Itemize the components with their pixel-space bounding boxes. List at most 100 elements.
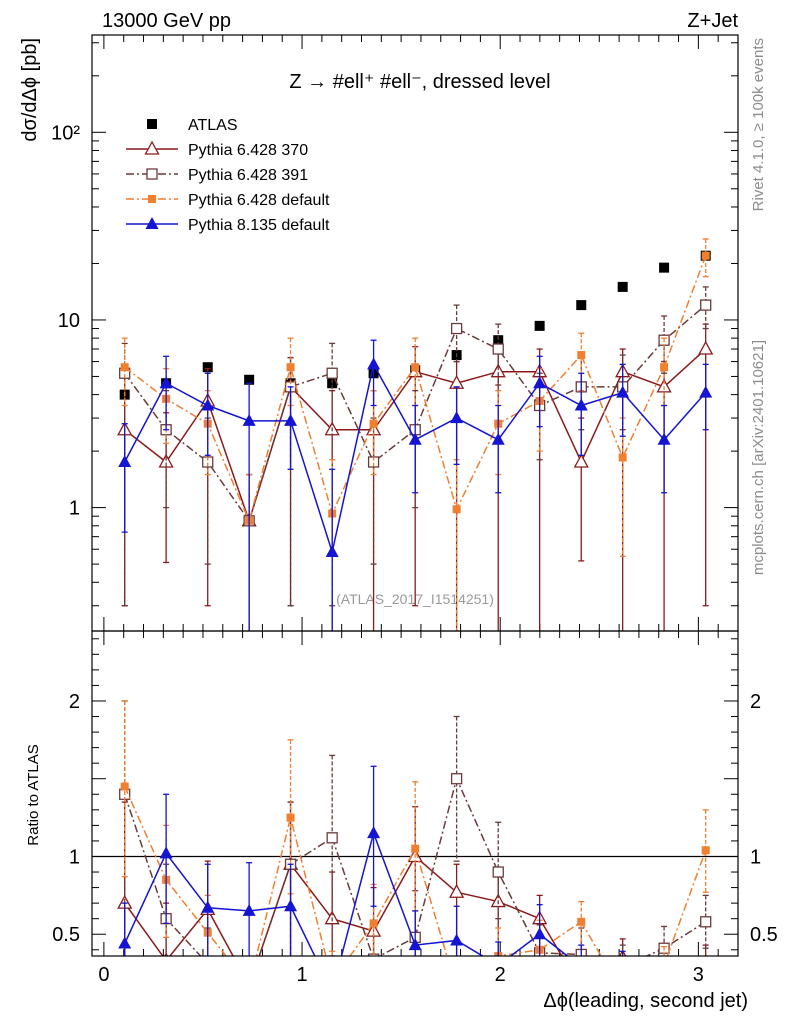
data-point: [491, 432, 505, 445]
data-point: [576, 300, 587, 311]
data-point: [701, 846, 710, 855]
data-point: [574, 398, 588, 411]
data-point: [244, 374, 255, 385]
data-point: [534, 320, 545, 331]
data-point: [577, 351, 586, 360]
data-point: [573, 453, 589, 468]
series-pythia-8-135-default: [118, 339, 713, 631]
data-point: [701, 251, 710, 260]
data-point: [118, 454, 132, 467]
data-point: [120, 782, 129, 791]
data-point: [490, 363, 506, 378]
data-point: [493, 335, 504, 346]
data-point: [408, 938, 422, 951]
legend-label: Pythia 6.428 370: [188, 142, 308, 159]
legend-item: Pythia 8.135 default: [126, 217, 330, 234]
data-point: [698, 340, 714, 355]
y-tick-label: 2: [69, 691, 80, 713]
data-point: [450, 411, 464, 424]
legend-item: Pythia 6.428 370: [126, 140, 308, 159]
data-point: [533, 927, 547, 940]
x-tick-label: 0: [98, 964, 109, 986]
data-point: [145, 217, 159, 229]
main-ticks: 1 10 10²: [51, 35, 739, 631]
ratio-series-layer: [117, 700, 712, 956]
legend-item: Pythia 6.428 default: [126, 192, 330, 209]
mcplots-label: mcplots.cern.ch [arXiv:2401.10621]: [750, 340, 767, 575]
series-pythia-8-135-default: [118, 765, 626, 956]
data-point: [158, 453, 174, 468]
data-point: [284, 899, 298, 912]
data-point: [146, 168, 158, 180]
legend-item: Pythia 6.428 391: [126, 167, 308, 184]
data-point: [325, 544, 339, 557]
y-tick-label-right: 2: [750, 691, 761, 713]
data-point: [450, 933, 464, 946]
x-tick-label: 3: [693, 964, 704, 986]
data-point: [242, 413, 256, 426]
data-point: [659, 262, 670, 273]
data-point: [700, 916, 712, 928]
data-point: [533, 376, 547, 389]
y-tick-label: 0.5: [52, 924, 80, 946]
data-point: [367, 826, 381, 839]
data-point: [147, 119, 157, 129]
series-clip-group: [117, 700, 712, 956]
data-point: [656, 378, 672, 393]
data-point: [617, 281, 628, 292]
main-plot-title: Z → #ell⁺ #ell⁻, dressed level: [289, 71, 550, 93]
data-point: [411, 844, 420, 853]
x-tick-label: 1: [296, 964, 307, 986]
legend-label: ATLAS: [188, 117, 238, 134]
data-point: [369, 419, 378, 428]
process-label: Z+Jet: [687, 10, 738, 32]
y-tick-label: 1: [69, 846, 80, 868]
x-tick-label: 2: [495, 964, 506, 986]
main-series-layer: [117, 238, 714, 631]
data-point: [452, 505, 461, 514]
y-tick-label: 1: [69, 498, 80, 520]
data-point: [616, 385, 630, 398]
data-point: [144, 140, 160, 155]
ratio-plot-frame: [91, 630, 739, 957]
data-point: [369, 919, 378, 928]
data-point: [657, 432, 671, 445]
main-y-axis-label: dσ/dΔϕ [pb]: [19, 38, 41, 142]
data-point: [118, 936, 132, 949]
data-point: [286, 363, 295, 372]
legend-label: Pythia 6.428 default: [188, 192, 330, 209]
data-point: [201, 398, 215, 411]
data-point: [159, 376, 173, 389]
data-point: [286, 813, 295, 822]
data-point: [284, 413, 298, 426]
y-tick-label: 10²: [51, 122, 80, 144]
data-point: [326, 832, 338, 844]
data-point: [201, 900, 215, 913]
data-point: [660, 363, 669, 372]
data-point: [411, 363, 420, 372]
data-point: [120, 363, 129, 372]
y-tick-label-right: 1: [750, 846, 761, 868]
y-tick-label-right: 0.5: [750, 924, 778, 946]
data-point: [326, 367, 338, 379]
series-clip-group: [117, 238, 714, 631]
data-point: [159, 846, 173, 859]
data-point: [618, 453, 627, 462]
legend-label: Pythia 6.428 391: [188, 167, 308, 184]
data-point: [699, 385, 713, 398]
legend-item: ATLAS: [147, 117, 238, 134]
data-point: [700, 299, 712, 311]
data-point: [242, 903, 256, 916]
series-line: [124, 255, 707, 524]
data-point: [492, 343, 504, 355]
data-point: [449, 883, 465, 898]
data-point: [577, 917, 586, 926]
ratio-y-axis-label: Ratio to ATLAS: [25, 744, 42, 845]
legend: ATLAS Pythia 6.428 370 Pythia 6.428 391 Pyt…: [126, 117, 330, 234]
data-point: [492, 866, 504, 878]
data-point: [450, 322, 463, 335]
rivet-label: Rivet 4.1.0, ≥ 100k events: [750, 38, 767, 211]
